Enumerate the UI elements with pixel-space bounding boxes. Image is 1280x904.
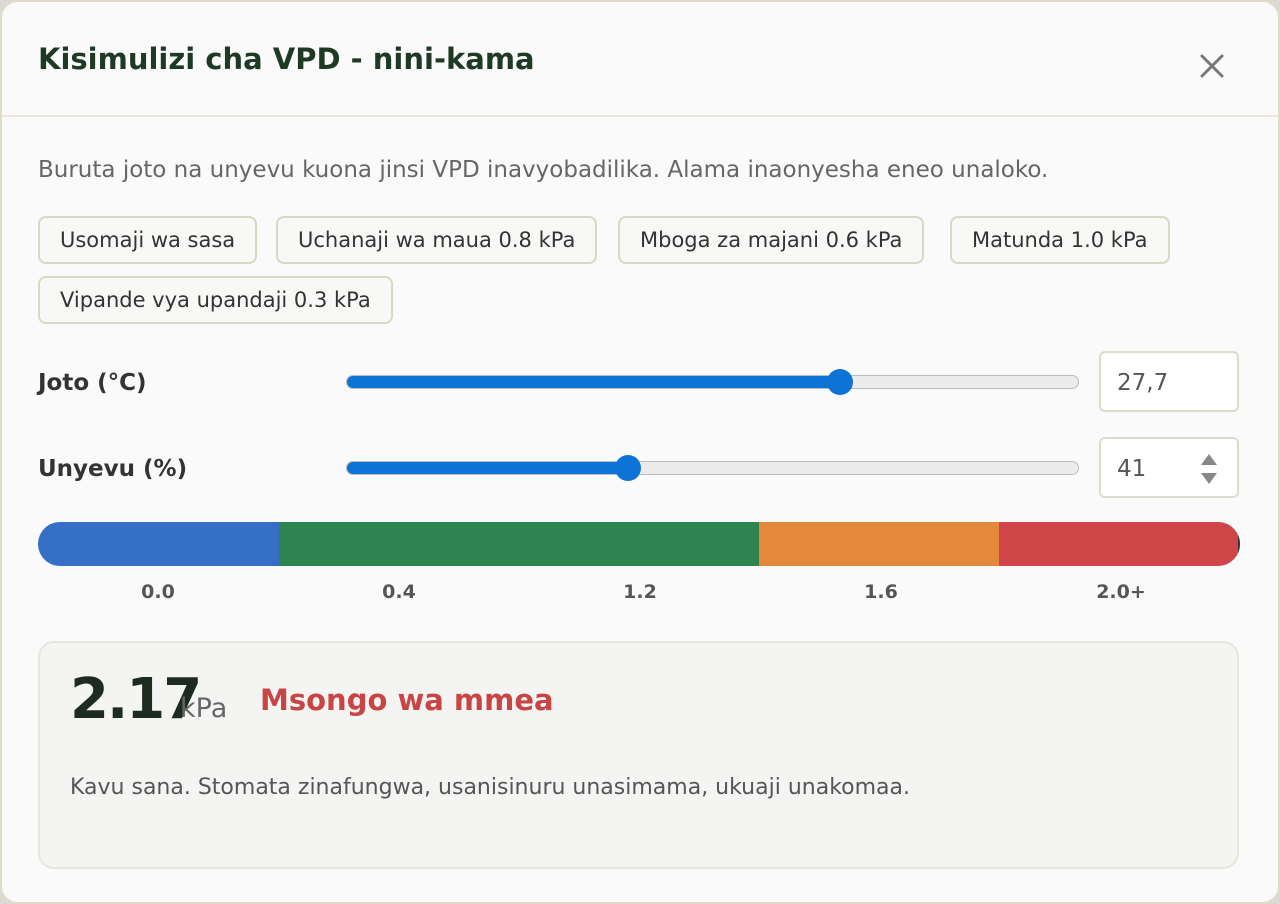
- input-value: 41: [1117, 456, 1147, 482]
- preset-button[interactable]: Matunda 1.0 kPa: [950, 216, 1170, 264]
- dialog-header: Kisimulizi cha VPD - nini-kama: [2, 2, 1278, 117]
- vpd-value: 2.17: [70, 667, 202, 732]
- scale-segment: [38, 522, 279, 566]
- number-input[interactable]: 41: [1099, 437, 1239, 498]
- spinner-arrows: [1201, 454, 1217, 484]
- scale-segment: [278, 522, 759, 566]
- close-icon: [1200, 54, 1224, 78]
- scale-label: 1.6: [864, 581, 898, 603]
- slider-thumb[interactable]: [615, 455, 641, 481]
- scale-label: 1.2: [623, 581, 657, 603]
- slider-track[interactable]: [346, 461, 1079, 475]
- vpd-scale-bar: [38, 522, 1240, 566]
- vpd-status: Msongo wa mmea: [260, 683, 554, 717]
- result-card: 2.17 kPa Msongo wa mmea Kavu sana. Stoma…: [38, 641, 1239, 869]
- vpd-description: Kavu sana. Stomata zinafungwa, usanisinu…: [70, 775, 910, 800]
- vpd-unit: kPa: [180, 693, 228, 724]
- preset-button[interactable]: Uchanaji wa maua 0.8 kPa: [276, 216, 598, 264]
- intro-text: Buruta joto na unyevu kuona jinsi VPD in…: [38, 157, 1049, 183]
- slider-track[interactable]: [346, 375, 1079, 389]
- scale-label: 0.4: [382, 581, 416, 603]
- slider-thumb[interactable]: [827, 369, 853, 395]
- slider-label: Unyevu (%): [38, 456, 188, 482]
- slider-fill: [347, 376, 842, 388]
- spinner[interactable]: [1199, 451, 1219, 487]
- preset-button[interactable]: Usomaji wa sasa: [38, 216, 258, 264]
- scale-segment: [758, 522, 1000, 566]
- preset-button[interactable]: Vipande vya upandaji 0.3 kPa: [38, 276, 393, 324]
- number-input[interactable]: 27,7: [1099, 351, 1239, 412]
- scale-segment: [999, 522, 1240, 566]
- scale-label: 2.0+: [1096, 581, 1146, 603]
- slider-fill: [347, 462, 630, 474]
- scale-label: 0.0: [141, 581, 175, 603]
- close-button[interactable]: [1196, 50, 1228, 82]
- preset-button[interactable]: Mboga za majani 0.6 kPa: [618, 216, 925, 264]
- dialog-title: Kisimulizi cha VPD - nini-kama: [38, 42, 535, 76]
- slider-label: Joto (°C): [38, 370, 147, 396]
